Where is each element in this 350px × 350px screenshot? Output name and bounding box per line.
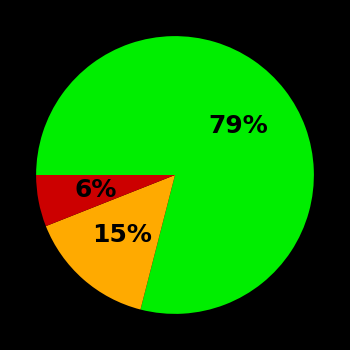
Wedge shape (46, 175, 175, 309)
Wedge shape (36, 36, 314, 314)
Text: 6%: 6% (75, 178, 117, 202)
Wedge shape (36, 175, 175, 226)
Text: 79%: 79% (209, 114, 268, 138)
Text: 15%: 15% (92, 223, 152, 247)
